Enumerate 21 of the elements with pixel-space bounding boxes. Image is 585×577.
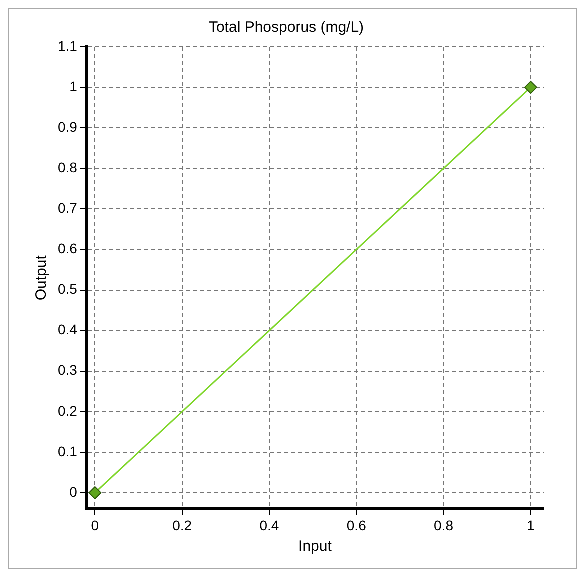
y-tick-label: 0.6 — [58, 240, 78, 257]
y-tick-label: 0.4 — [58, 322, 78, 338]
x-tick-label: 0.2 — [172, 517, 192, 534]
y-tick-label: 0.5 — [58, 281, 78, 298]
y-tick-label: 0 — [70, 484, 78, 500]
y-tick-label: 0.1 — [58, 443, 78, 460]
y-tick-label: 0.2 — [58, 402, 78, 419]
y-tick-label: 1.1 — [58, 38, 78, 54]
chart-title: Total Phosporus (mg/L) — [208, 19, 364, 36]
y-tick-label: 1 — [70, 78, 78, 94]
x-axis-title: Input — [298, 538, 333, 556]
y-tick-label: 0.7 — [58, 200, 78, 216]
y-tick-label: 0.3 — [58, 362, 78, 378]
x-tick-label: 0 — [91, 517, 100, 534]
x-tick-label: 1 — [527, 517, 536, 534]
y-tick-label: 0.9 — [58, 118, 78, 135]
y-axis-title: Output — [33, 254, 50, 301]
x-tick-label: 0.4 — [260, 517, 280, 534]
y-tick-label: 0.8 — [58, 159, 78, 176]
x-tick-label: 0.6 — [346, 517, 367, 534]
x-tick-label: 0.8 — [434, 517, 454, 534]
